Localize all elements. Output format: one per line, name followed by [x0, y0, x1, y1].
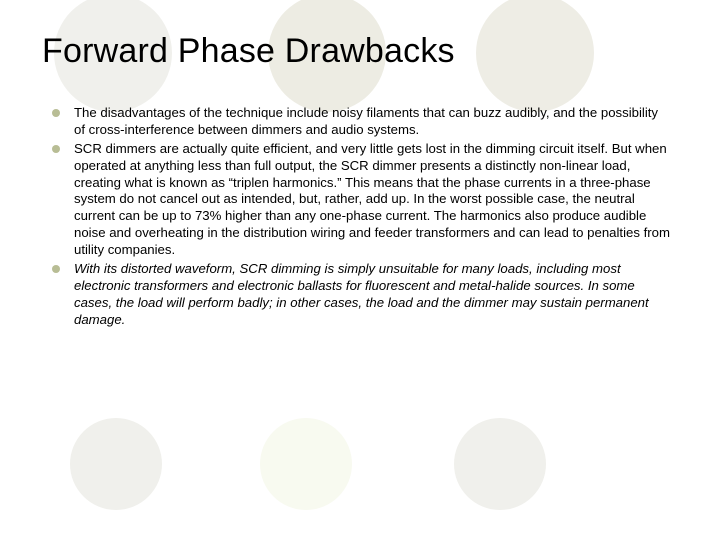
- bullet-list: The disadvantages of the technique inclu…: [42, 105, 678, 329]
- bullet-icon: [52, 109, 60, 117]
- decorative-circle: [70, 418, 162, 510]
- decorative-circle: [454, 418, 546, 510]
- bullet-text: The disadvantages of the technique inclu…: [74, 105, 658, 137]
- bullet-item: The disadvantages of the technique inclu…: [48, 105, 672, 139]
- slide-content: Forward Phase Drawbacks The disadvantage…: [0, 0, 720, 351]
- bullet-icon: [52, 265, 60, 273]
- bullet-icon: [52, 145, 60, 153]
- bullet-item: SCR dimmers are actually quite efficient…: [48, 141, 672, 259]
- bullet-text: With its distorted waveform, SCR dimming…: [74, 261, 649, 327]
- slide-title: Forward Phase Drawbacks: [42, 32, 678, 71]
- decorative-circle: [260, 418, 352, 510]
- bullet-item: With its distorted waveform, SCR dimming…: [48, 261, 672, 329]
- bullet-text: SCR dimmers are actually quite efficient…: [74, 141, 670, 257]
